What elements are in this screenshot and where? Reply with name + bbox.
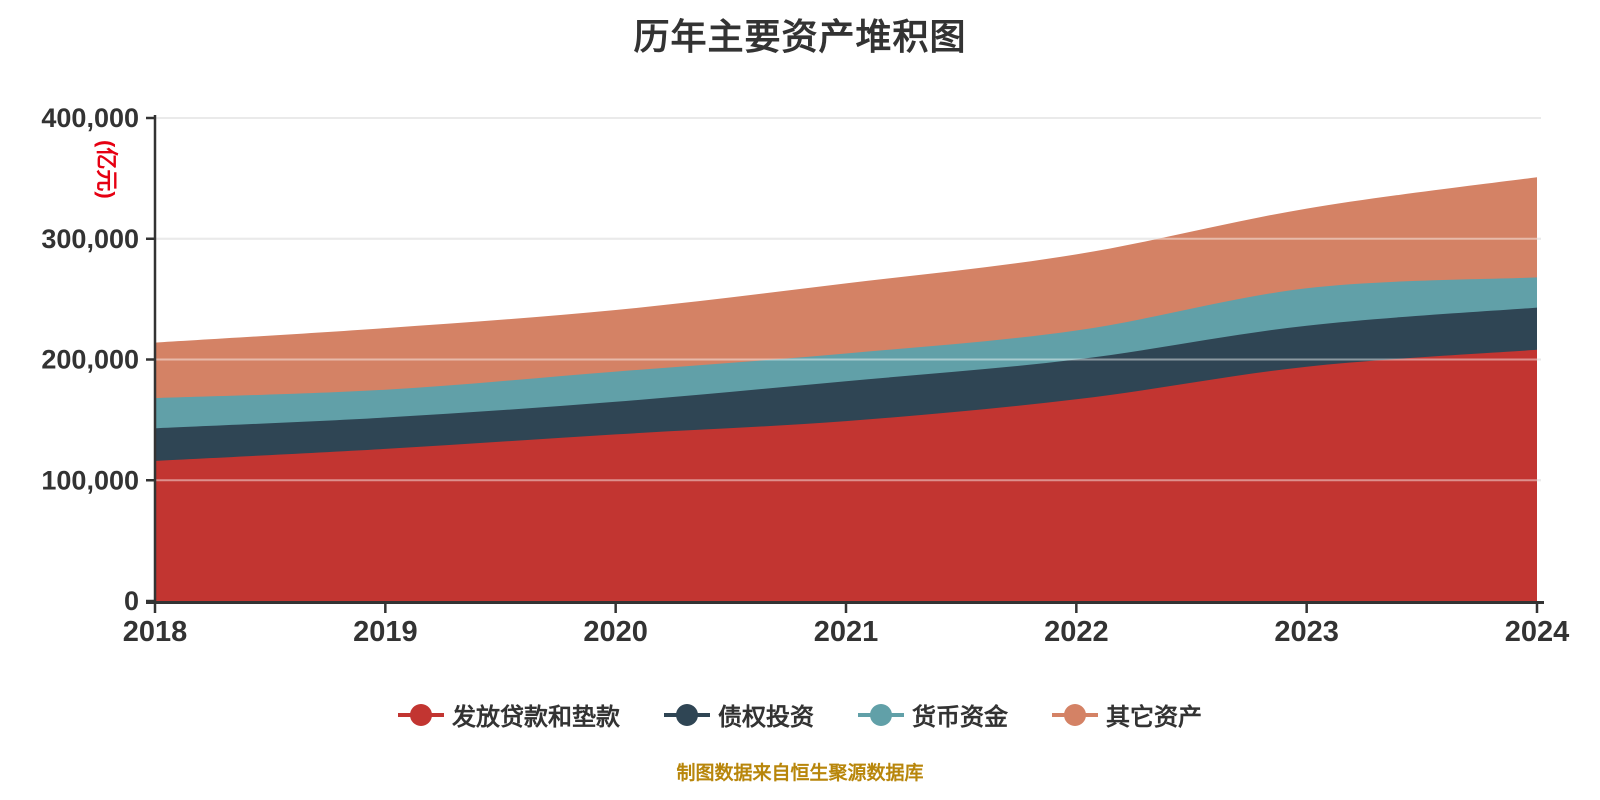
x-tick-label: 2018 xyxy=(123,616,188,648)
x-tick-label: 2019 xyxy=(353,616,418,648)
x-tick-label: 2020 xyxy=(583,616,648,648)
legend-marker-icon xyxy=(1052,703,1098,726)
legend-item-loans_and_advances[interactable]: 发放贷款和垫款 xyxy=(398,697,620,732)
y-axis-unit-label: (亿元) xyxy=(94,140,119,199)
y-tick-label: 200,000 xyxy=(41,345,139,375)
y-axis: 0 100,000 200,000 300,000 400,000 (亿元) xyxy=(41,103,157,616)
legend-item-monetary_funds[interactable]: 货币资金 xyxy=(858,697,1008,732)
legend-marker-icon xyxy=(398,703,444,726)
legend-marker-icon xyxy=(664,703,710,726)
area-loans_and_advances xyxy=(155,349,1537,601)
x-tick-label: 2024 xyxy=(1505,616,1570,648)
x-tick-label: 2021 xyxy=(814,616,879,648)
x-tick-label: 2023 xyxy=(1274,616,1339,648)
y-tick-label: 100,000 xyxy=(41,465,139,495)
chart-title: 历年主要资产堆积图 xyxy=(633,16,967,57)
y-tick-label: 300,000 xyxy=(41,224,139,254)
x-axis: 2018 2019 2020 2021 2022 2023 2024 xyxy=(123,601,1570,648)
legend-item-label: 其它资产 xyxy=(1106,704,1202,731)
y-tick-label: 400,000 xyxy=(41,103,139,133)
data-source-note: 制图数据来自恒生聚源数据库 xyxy=(676,763,924,784)
legend: 发放贷款和垫款 债权投资 货币资金 其它资产 xyxy=(0,697,1600,732)
legend-item-label: 债权投资 xyxy=(718,704,814,731)
legend-item-other_assets[interactable]: 其它资产 xyxy=(1052,697,1202,732)
legend-item-label: 发放贷款和垫款 xyxy=(452,704,620,731)
legend-item-label: 货币资金 xyxy=(912,704,1008,731)
stacked-areas xyxy=(155,177,1537,601)
legend-marker-icon xyxy=(858,703,904,726)
legend-item-debt_investment[interactable]: 债权投资 xyxy=(664,697,814,732)
gridlines-over xyxy=(156,117,1541,482)
x-tick-label: 2022 xyxy=(1044,616,1109,648)
y-tick-label: 0 xyxy=(124,586,139,616)
